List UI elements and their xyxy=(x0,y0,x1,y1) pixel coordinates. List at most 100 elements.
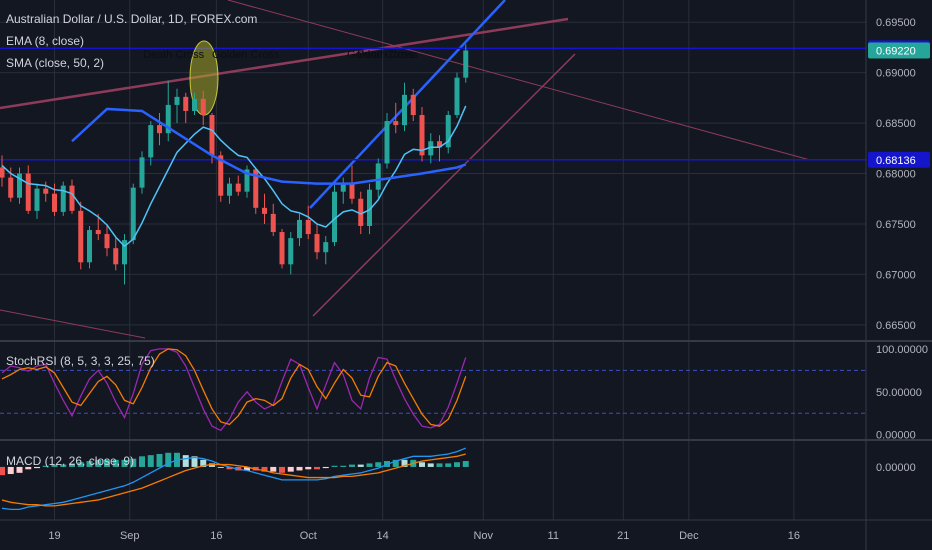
descending-trendline[interactable] xyxy=(227,0,811,161)
macd-legend[interactable]: MACD (12, 26, close, 9) xyxy=(6,454,135,468)
macd-histogram-bar[interactable] xyxy=(305,466,312,470)
macd-histogram-bar[interactable] xyxy=(226,466,233,470)
macd-histogram-bar[interactable] xyxy=(51,464,58,467)
macd-histogram-bar[interactable] xyxy=(454,462,460,467)
candle[interactable] xyxy=(157,112,162,146)
macd-histogram-bar[interactable] xyxy=(445,463,452,467)
candle[interactable] xyxy=(69,179,75,214)
macd-histogram-bar[interactable] xyxy=(25,466,32,470)
macd-histogram-bar[interactable] xyxy=(156,453,163,467)
ema-legend[interactable]: EMA (8, close) xyxy=(6,34,85,48)
candle[interactable] xyxy=(244,165,250,198)
macd-histogram-bar[interactable] xyxy=(279,466,285,473)
candle[interactable] xyxy=(288,232,294,275)
macd-histogram-bar[interactable] xyxy=(69,463,75,467)
macd-signal-line[interactable] xyxy=(1,453,466,507)
macd-histogram-bar[interactable] xyxy=(16,466,23,473)
candle[interactable] xyxy=(192,92,197,116)
stochrsi-legend[interactable]: StochRSI (8, 5, 3, 3, 25, 75) xyxy=(6,354,155,368)
macd-histogram-bar[interactable] xyxy=(104,459,110,467)
macd-histogram-bar[interactable] xyxy=(165,452,172,467)
macd-histogram-bar[interactable] xyxy=(182,455,189,467)
candle[interactable] xyxy=(60,181,66,216)
candle[interactable] xyxy=(78,201,84,270)
candle[interactable] xyxy=(375,158,381,198)
macd-histogram-bar[interactable] xyxy=(331,465,338,467)
macd-histogram-bar[interactable] xyxy=(147,455,154,467)
candle[interactable] xyxy=(410,88,416,122)
candle[interactable] xyxy=(122,234,127,285)
candle[interactable] xyxy=(17,167,22,204)
macd-histogram-bar[interactable] xyxy=(401,459,408,467)
macd-histogram-bar[interactable] xyxy=(375,462,382,467)
macd-histogram-bar[interactable] xyxy=(95,459,102,467)
stochrsi-pane[interactable] xyxy=(0,348,866,432)
macd-histogram-bar[interactable] xyxy=(60,464,67,467)
candle[interactable] xyxy=(200,90,206,126)
candle[interactable] xyxy=(445,110,451,154)
candle[interactable] xyxy=(165,80,171,142)
time-scale[interactable]: 19 Sep 16 Oct 14 Nov 11 21 Dec 16 xyxy=(48,530,800,542)
ascending-channel-line[interactable] xyxy=(312,53,576,317)
blue-fan-line[interactable] xyxy=(309,0,506,209)
ema-line[interactable] xyxy=(1,105,467,248)
candle[interactable] xyxy=(104,223,110,257)
candle[interactable] xyxy=(139,151,145,194)
macd-histogram-bar[interactable] xyxy=(217,466,224,468)
candle[interactable] xyxy=(279,229,285,269)
macd-histogram-bar[interactable] xyxy=(462,461,469,467)
macd-histogram-bar[interactable] xyxy=(77,462,84,467)
candle[interactable] xyxy=(297,213,302,247)
candle[interactable] xyxy=(437,135,442,162)
macd-histogram-bar[interactable] xyxy=(392,459,399,467)
candle[interactable] xyxy=(384,112,390,169)
candle[interactable] xyxy=(340,177,346,204)
macd-histogram-bar[interactable] xyxy=(139,456,145,467)
macd-histogram-bar[interactable] xyxy=(357,464,364,467)
level-price-badge[interactable]: 0.68136 xyxy=(868,151,930,168)
candle[interactable] xyxy=(183,92,189,124)
macd-histogram-bar[interactable] xyxy=(42,465,49,467)
sma-legend[interactable]: SMA (close, 50, 2) xyxy=(6,56,105,70)
macd-histogram-bar[interactable] xyxy=(340,465,347,467)
macd-histogram-bar[interactable] xyxy=(86,461,93,467)
macd-histogram-bar[interactable] xyxy=(270,466,277,472)
candle[interactable] xyxy=(393,102,399,134)
candle[interactable] xyxy=(113,238,119,271)
lower-trendline[interactable] xyxy=(0,309,146,339)
candle[interactable] xyxy=(305,205,311,240)
candle[interactable] xyxy=(332,183,337,247)
sma-line[interactable] xyxy=(71,107,467,185)
candle[interactable] xyxy=(174,88,180,124)
candle[interactable] xyxy=(428,133,434,164)
candle[interactable] xyxy=(130,183,136,245)
candle[interactable] xyxy=(235,175,241,196)
last-price-badge[interactable]: 0.69220 xyxy=(868,42,930,59)
candle[interactable] xyxy=(314,223,320,260)
candle[interactable] xyxy=(262,193,267,224)
macd-histogram-bar[interactable] xyxy=(314,466,320,470)
macd-histogram-bar[interactable] xyxy=(427,463,434,467)
stochrsi-d-line[interactable] xyxy=(1,348,467,427)
candle[interactable] xyxy=(358,191,364,235)
macd-histogram-bar[interactable] xyxy=(322,466,329,469)
macd-histogram-bar[interactable] xyxy=(7,466,14,475)
candle[interactable] xyxy=(323,236,329,265)
candle[interactable] xyxy=(402,82,407,132)
price-pane[interactable] xyxy=(0,44,469,285)
macd-histogram-bar[interactable] xyxy=(261,466,268,472)
macd-histogram-bar[interactable] xyxy=(121,459,128,467)
macd-histogram-bar[interactable] xyxy=(112,459,119,467)
candle[interactable] xyxy=(34,183,40,219)
macd-histogram-bar[interactable] xyxy=(436,463,443,467)
candle[interactable] xyxy=(270,203,276,237)
macd-pane[interactable] xyxy=(0,447,469,511)
macd-histogram-bar[interactable] xyxy=(366,463,373,467)
candle[interactable] xyxy=(0,155,5,187)
macd-histogram-bar[interactable] xyxy=(349,464,355,467)
macd-histogram-bar[interactable] xyxy=(200,459,207,467)
candle[interactable] xyxy=(25,165,31,214)
candle[interactable] xyxy=(419,106,425,162)
candle[interactable] xyxy=(463,44,469,83)
